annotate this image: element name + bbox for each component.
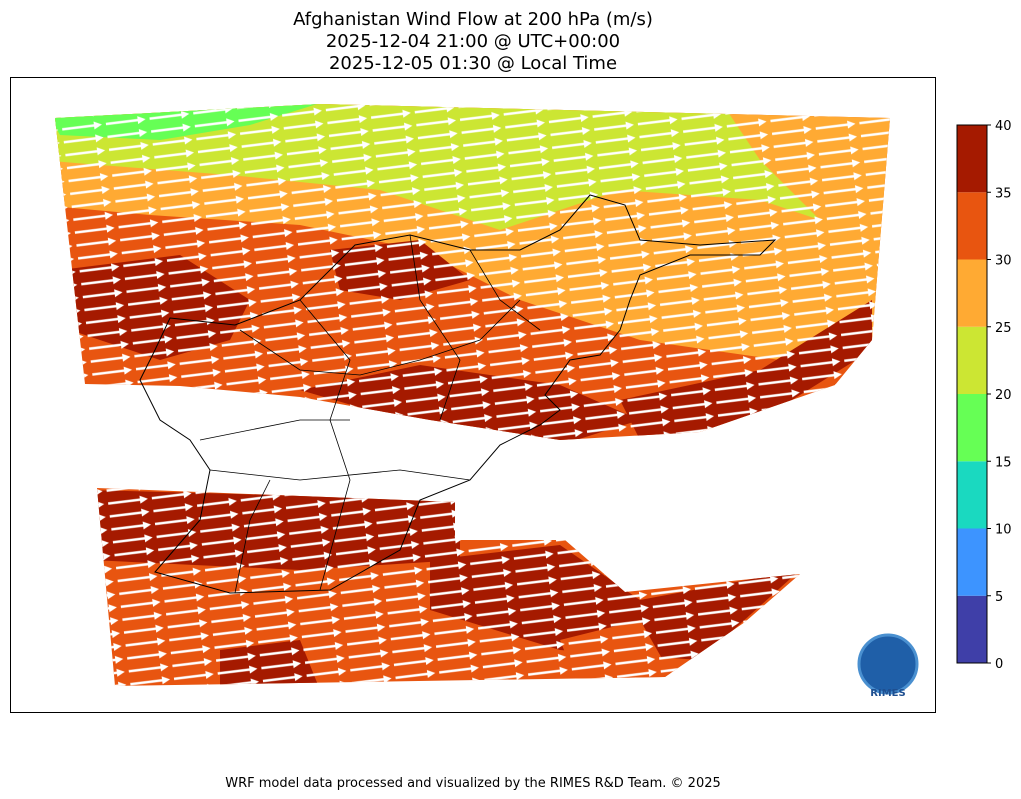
colorbar-segment — [957, 259, 987, 327]
colorbar-tick-label: 25 — [995, 321, 1012, 336]
colorbar-tick-label: 15 — [995, 455, 1012, 470]
country-border — [139, 194, 777, 594]
wind-field-north — [55, 104, 890, 440]
colorbar-segment — [957, 192, 987, 260]
colorbar-tick-label: 30 — [995, 254, 1012, 269]
logo-text: RIMES — [870, 688, 905, 699]
colorbar-segment — [957, 595, 987, 663]
colorbar-segment — [957, 125, 987, 193]
title: 2025-12-05 01:30 @ Local Time — [329, 53, 617, 74]
colorbar-tick-label: 40 — [995, 119, 1012, 134]
colorbar-tick-label: 10 — [995, 523, 1012, 538]
logo: RIMES — [857, 633, 919, 699]
colorbar-tick-label: 5 — [995, 590, 1003, 605]
colorbar-tick-label: 20 — [995, 388, 1012, 403]
province-borders — [199, 234, 541, 594]
footer: WRF model data processed and visualized … — [225, 776, 721, 791]
colorbar-tick-label: 0 — [995, 657, 1003, 672]
colorbar-segment — [957, 326, 987, 394]
colorbar-segment — [957, 461, 987, 529]
colorbar-segment — [957, 394, 987, 462]
colorbar: 0 5 10 15 20 25 30 35 40 — [956, 119, 1012, 672]
title: 2025-12-04 21:00 @ UTC+00:00 — [326, 31, 620, 52]
title: Afghanistan Wind Flow at 200 hPa (m/s) — [293, 9, 653, 30]
colorbar-segment — [957, 528, 987, 596]
colorbar-tick-label: 35 — [995, 186, 1012, 201]
